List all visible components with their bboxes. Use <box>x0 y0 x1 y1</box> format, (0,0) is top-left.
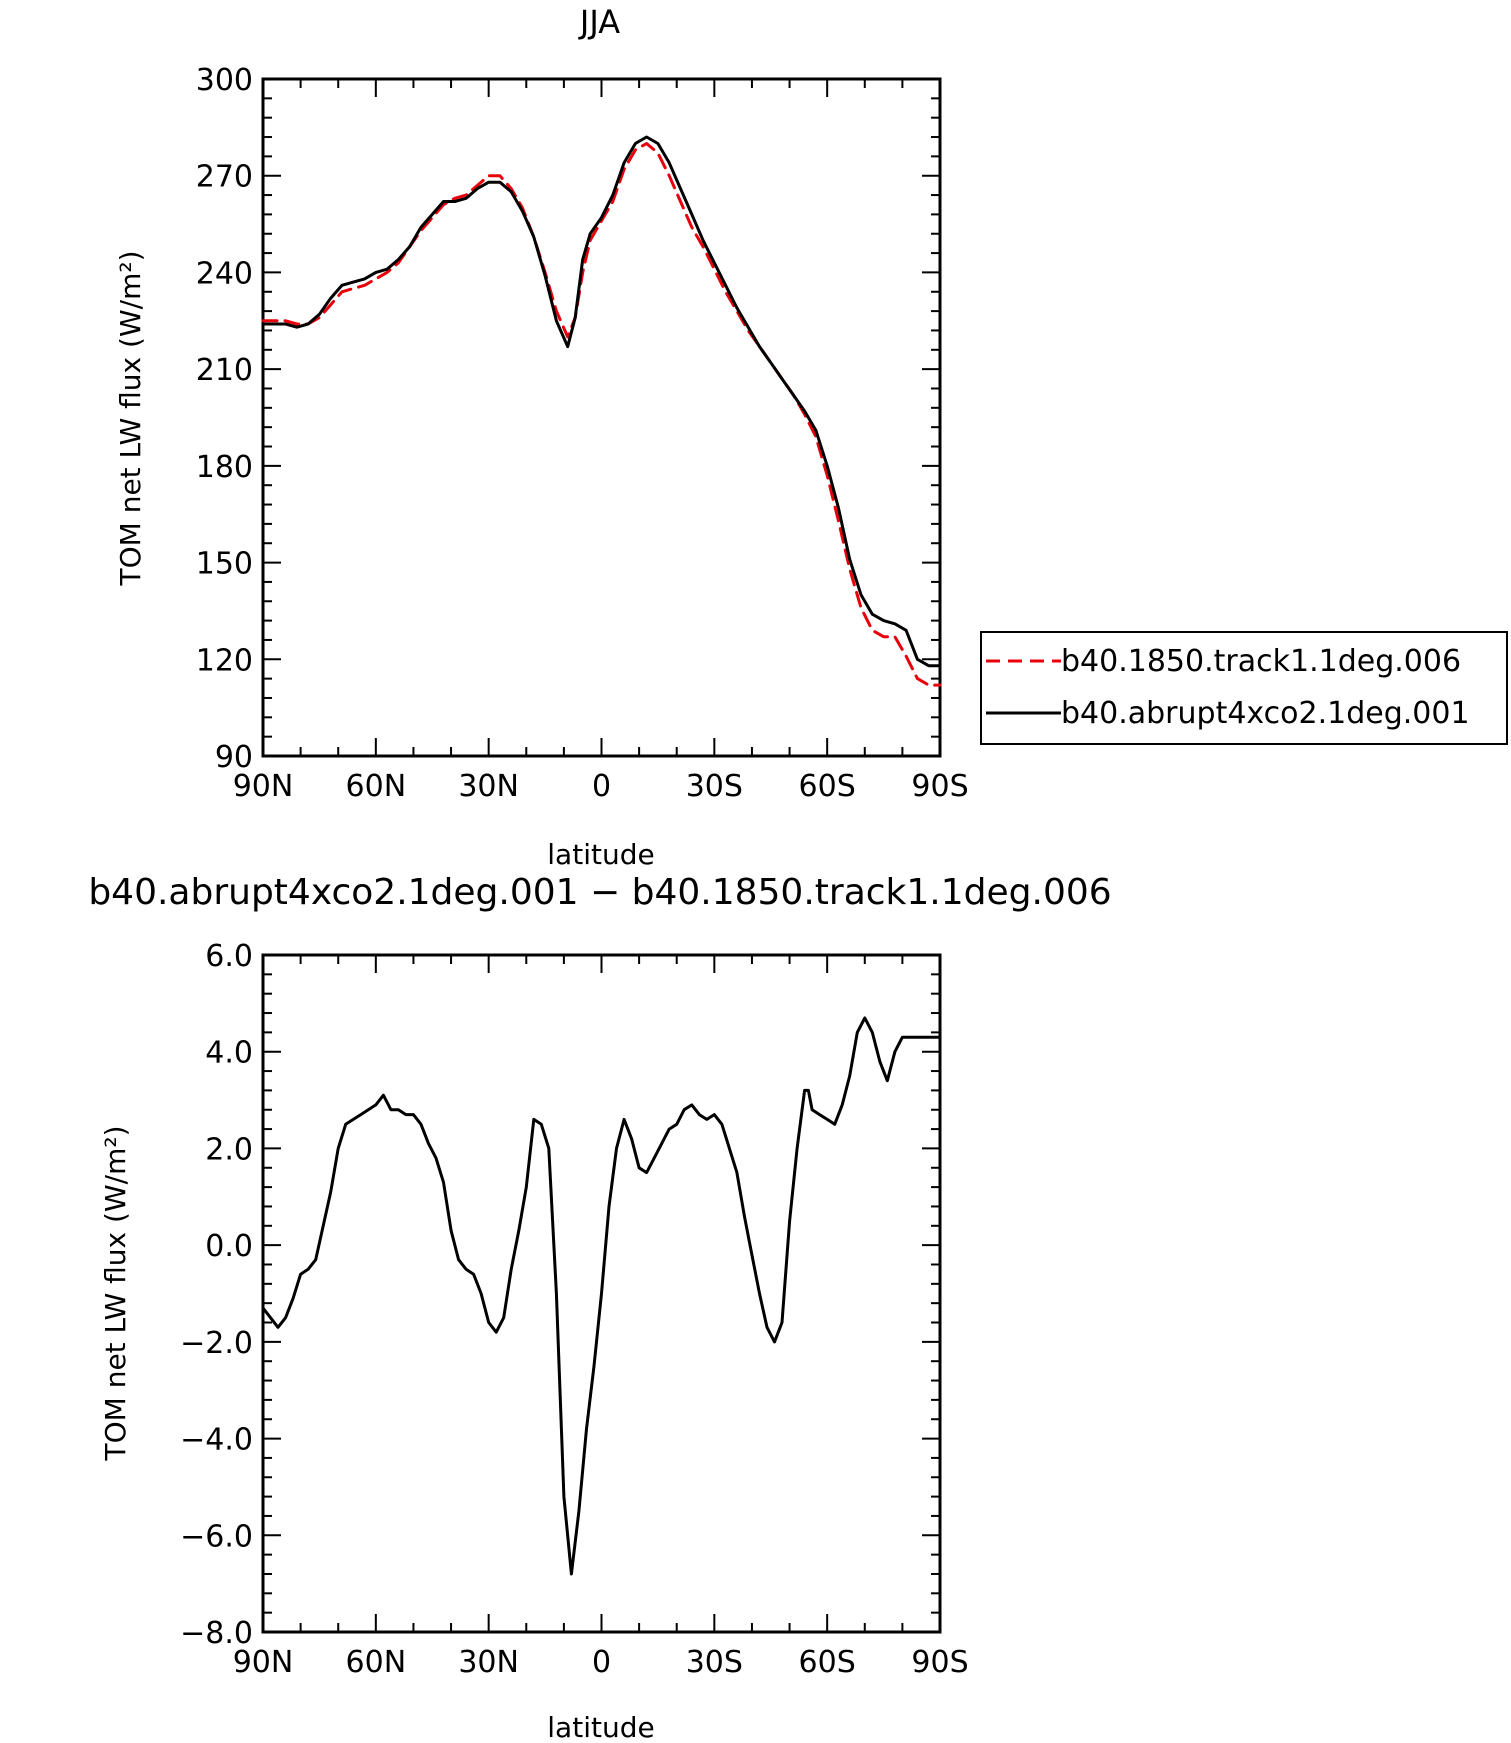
top-plot-frame <box>261 77 942 758</box>
top-y-tick-label: 300 <box>196 63 253 98</box>
top-series-group <box>261 135 942 687</box>
top-x-tick-label: 0 <box>592 769 611 804</box>
bottom-y-tick-label: −8.0 <box>180 1616 253 1651</box>
top-x-tick-label: 30N <box>458 769 519 804</box>
top-x-tick-label: 60N <box>346 769 407 804</box>
top-y-tick-label: 180 <box>196 450 253 485</box>
bottom-x-axis-label: latitude <box>547 1711 654 1743</box>
bottom-x-tick-label: 0 <box>592 1645 611 1680</box>
top-series-line-control <box>261 142 942 687</box>
top-y-tick-label: 270 <box>196 160 253 195</box>
top-y-axis-label: TOM net LW flux (W/m²) <box>114 251 147 587</box>
top-x-ticks: 90N 60N 30N 0 30S 60S 90S <box>233 79 969 804</box>
top-y-tick-label: 210 <box>196 353 253 388</box>
bottom-y-axis-label: TOM net LW flux (W/m²) <box>99 1126 132 1462</box>
bottom-y-tick-label: −4.0 <box>180 1423 253 1458</box>
bottom-x-ticks: 90N 60N 30N 0 30S 60S 90S <box>233 955 969 1680</box>
top-legend: b40.1850.track1.1deg.006 b40.abrupt4xco2… <box>980 631 1508 745</box>
top-y-tick-label: 120 <box>196 643 253 678</box>
bottom-y-tick-label: 4.0 <box>205 1036 253 1071</box>
legend-box <box>980 631 1508 745</box>
top-y-tick-label: 240 <box>196 256 253 291</box>
bottom-y-tick-label: −2.0 <box>180 1326 253 1361</box>
top-x-axis-label: latitude <box>547 838 654 871</box>
bottom-y-ticks: −8.0 −6.0 −4.0 −2.0 0.0 2.0 4.0 6.0 <box>180 939 940 1651</box>
top-x-tick-label: 30S <box>686 769 743 804</box>
top-series-line-experiment <box>261 135 942 668</box>
bottom-x-tick-label: 90S <box>911 1645 968 1680</box>
bottom-x-tick-label: 30N <box>458 1645 519 1680</box>
bottom-chart: b40.abrupt4xco2.1deg.001 − b40.1850.trac… <box>88 872 1111 1743</box>
bottom-y-tick-label: 2.0 <box>205 1132 253 1167</box>
top-y-tick-label: 90 <box>215 740 253 775</box>
top-y-ticks: 90 120 150 180 210 240 270 300 <box>196 63 940 775</box>
top-y-tick-label: 150 <box>196 547 253 582</box>
legend-label-experiment: b40.abrupt4xco2.1deg.001 <box>1061 696 1470 731</box>
top-x-tick-label: 90N <box>233 769 294 804</box>
top-x-tick-label: 90S <box>911 769 968 804</box>
bottom-x-tick-label: 60N <box>346 1645 407 1680</box>
bottom-x-tick-label: 60S <box>799 1645 856 1680</box>
bottom-y-tick-label: 0.0 <box>205 1229 253 1264</box>
bottom-chart-title: b40.abrupt4xco2.1deg.001 − b40.1850.trac… <box>88 872 1111 913</box>
bottom-x-tick-label: 90N <box>233 1645 294 1680</box>
bottom-y-tick-label: 6.0 <box>205 939 253 974</box>
legend-label-control: b40.1850.track1.1deg.006 <box>1061 644 1461 679</box>
top-chart: JJA 90 120 150 180 210 240 270 300 90N 60N 30N 0 30… <box>114 3 1508 871</box>
top-chart-title: JJA <box>578 3 620 41</box>
top-x-tick-label: 60S <box>799 769 856 804</box>
bottom-x-tick-label: 30S <box>686 1645 743 1680</box>
bottom-series-line-experiment <box>261 1016 942 1576</box>
bottom-series-group <box>261 1016 942 1576</box>
bottom-y-tick-label: −6.0 <box>180 1519 253 1554</box>
